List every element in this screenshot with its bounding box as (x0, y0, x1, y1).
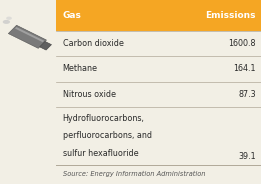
Bar (56, 107, 261, 165)
Bar (56, 31, 261, 56)
Text: Carbon dioxide: Carbon dioxide (63, 39, 123, 48)
Text: 87.3: 87.3 (238, 90, 256, 99)
Bar (56, 82, 261, 107)
Text: Nitrous oxide: Nitrous oxide (63, 90, 116, 99)
Bar (56, 165, 261, 184)
Ellipse shape (6, 17, 12, 20)
Text: 1600.8: 1600.8 (228, 39, 256, 48)
Text: Methane: Methane (63, 64, 98, 73)
Bar (56, 56, 261, 82)
Polygon shape (40, 41, 51, 50)
Bar (56, 0, 261, 31)
Text: Hydrofluorocarbons,: Hydrofluorocarbons, (63, 114, 145, 123)
Bar (0, 0, 56, 184)
Polygon shape (15, 27, 44, 42)
Ellipse shape (3, 20, 10, 24)
Text: Source: Energy Information Administration: Source: Energy Information Administratio… (63, 171, 205, 177)
Text: 39.1: 39.1 (238, 152, 256, 161)
Text: sulfur hexafluoride: sulfur hexafluoride (63, 149, 138, 158)
Text: Emissions: Emissions (205, 11, 256, 20)
Polygon shape (8, 25, 46, 48)
Text: 164.1: 164.1 (233, 64, 256, 73)
Text: perfluorocarbons, and: perfluorocarbons, and (63, 131, 152, 140)
Text: Gas: Gas (63, 11, 81, 20)
